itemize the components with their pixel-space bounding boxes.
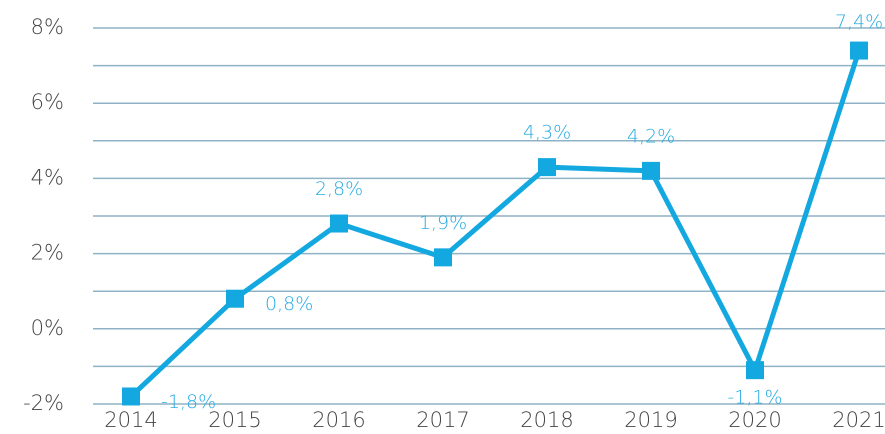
x-tick-label: 2016 bbox=[312, 408, 365, 432]
value-label: -1,8% bbox=[161, 391, 216, 413]
x-tick-label: 2014 bbox=[104, 408, 157, 432]
y-tick-label: 4% bbox=[31, 165, 64, 189]
value-label: -1,1% bbox=[727, 387, 782, 409]
marker bbox=[642, 161, 660, 180]
value-label: 1,9% bbox=[419, 212, 467, 234]
x-tick-label: 2021 bbox=[832, 408, 885, 432]
y-tick-label: 6% bbox=[31, 90, 64, 114]
value-label: 7,4% bbox=[835, 11, 883, 33]
y-tick-label: -2% bbox=[23, 391, 64, 415]
marker bbox=[122, 387, 140, 406]
marker bbox=[226, 289, 244, 308]
marker bbox=[330, 214, 348, 233]
y-tick-label: 8% bbox=[31, 15, 64, 39]
x-tick-label: 2019 bbox=[624, 408, 677, 432]
x-tick-label: 2018 bbox=[520, 408, 573, 432]
value-label: 4,2% bbox=[627, 125, 675, 147]
y-tick-label: 2% bbox=[31, 241, 64, 265]
marker bbox=[538, 158, 556, 177]
value-label: 0,8% bbox=[265, 293, 313, 315]
value-label: 2,8% bbox=[315, 178, 363, 200]
value-label: 4,3% bbox=[523, 122, 571, 144]
x-tick-label: 2020 bbox=[728, 408, 781, 432]
x-tick-label: 2017 bbox=[416, 408, 469, 432]
line bbox=[129, 49, 862, 399]
marker bbox=[850, 41, 868, 60]
x-tick-label: 2015 bbox=[208, 408, 261, 432]
y-tick-label: 0% bbox=[31, 316, 64, 340]
marker bbox=[746, 361, 764, 380]
marker bbox=[434, 248, 452, 267]
